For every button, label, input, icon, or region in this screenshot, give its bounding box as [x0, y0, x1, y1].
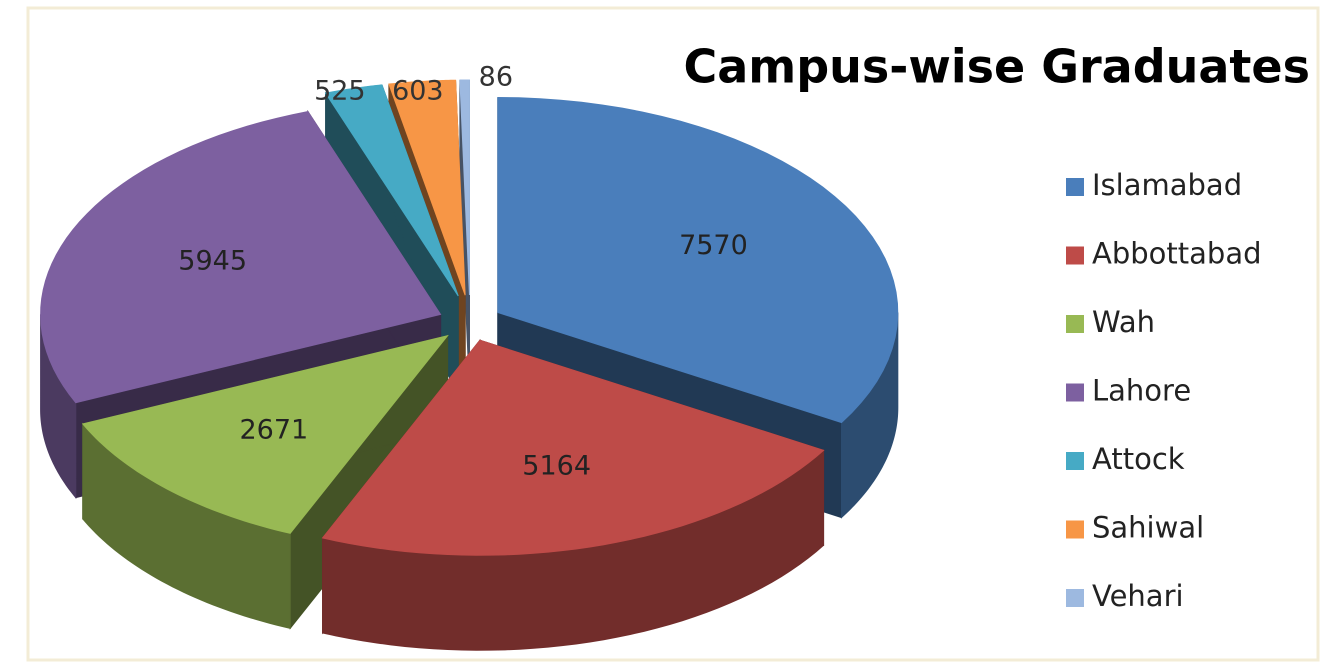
slice	[324, 84, 459, 297]
legend-swatch	[1066, 520, 1084, 539]
slice	[388, 79, 466, 296]
legend-swatch	[1066, 178, 1084, 196]
legend-label: Lahore	[1092, 374, 1191, 408]
slice	[321, 338, 825, 651]
slice	[497, 97, 899, 424]
chart-title: Campus-wise Graduates	[683, 40, 1310, 94]
data-label: 5945	[178, 245, 247, 276]
slice	[40, 111, 442, 404]
legend-swatch	[1066, 452, 1084, 470]
legend-swatch	[1066, 315, 1084, 333]
legend-swatch	[1066, 246, 1084, 265]
legend-label: Vehari	[1092, 579, 1184, 613]
data-label: 603	[392, 76, 444, 107]
legend-swatch	[1066, 383, 1084, 402]
data-label: 7570	[679, 230, 748, 261]
legend-label: Sahiwal	[1092, 511, 1204, 545]
legend-swatch	[1066, 589, 1084, 607]
data-label: 2671	[239, 414, 308, 445]
legend-label: Abbottabad	[1092, 237, 1262, 271]
slice	[321, 339, 825, 556]
data-label: 5164	[522, 451, 591, 482]
data-label: 86	[479, 62, 513, 93]
legend-label: Wah	[1092, 305, 1155, 339]
legend-label: Attock	[1092, 442, 1185, 476]
slice	[81, 334, 449, 534]
data-label: 525	[314, 76, 366, 107]
slice	[459, 79, 470, 296]
legend-label: Islamabad	[1092, 168, 1242, 202]
